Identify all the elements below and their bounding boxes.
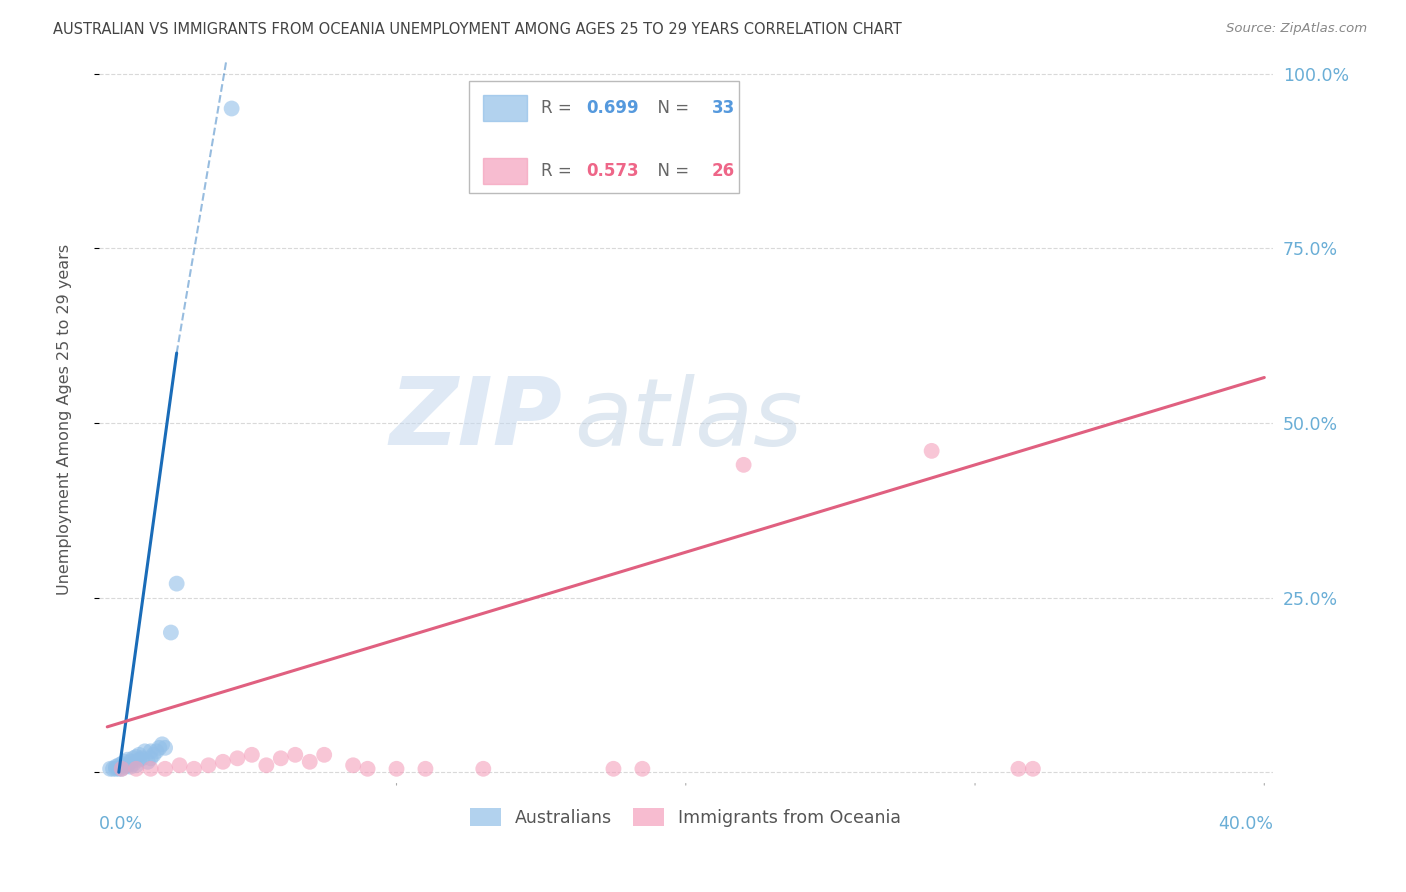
Point: [108, 758, 131, 772]
Point: [415, 762, 437, 776]
Point: [226, 751, 249, 765]
Point: [356, 762, 378, 776]
Point: [125, 762, 148, 776]
Point: [314, 747, 336, 762]
Point: [733, 458, 755, 472]
Point: [120, 760, 142, 774]
Point: [128, 753, 150, 767]
Point: [270, 751, 292, 765]
FancyBboxPatch shape: [482, 158, 527, 184]
Point: [153, 762, 176, 776]
Point: [122, 751, 145, 765]
Point: [183, 762, 205, 776]
Point: [602, 762, 624, 776]
Point: [128, 747, 150, 762]
Point: [472, 762, 495, 776]
Point: [212, 755, 235, 769]
Point: [342, 758, 364, 772]
Point: [221, 102, 243, 116]
Point: [131, 751, 153, 765]
Text: AUSTRALIAN VS IMMIGRANTS FROM OCEANIA UNEMPLOYMENT AMONG AGES 25 TO 29 YEARS COR: AUSTRALIAN VS IMMIGRANTS FROM OCEANIA UN…: [53, 22, 903, 37]
Point: [284, 747, 307, 762]
Text: 0.699: 0.699: [586, 99, 638, 117]
Text: N =: N =: [647, 99, 695, 117]
Point: [150, 737, 173, 751]
Point: [111, 756, 134, 771]
Point: [145, 744, 167, 758]
Point: [385, 762, 408, 776]
Point: [117, 753, 139, 767]
Point: [1022, 762, 1045, 776]
Point: [136, 755, 159, 769]
Point: [111, 762, 134, 776]
Legend: Australians, Immigrants from Oceania: Australians, Immigrants from Oceania: [461, 799, 910, 835]
Point: [148, 740, 170, 755]
Point: [169, 758, 191, 772]
Point: [160, 625, 183, 640]
Point: [298, 755, 321, 769]
Point: [114, 755, 136, 769]
Point: [125, 758, 148, 772]
Point: [104, 762, 127, 776]
Point: [104, 760, 127, 774]
FancyBboxPatch shape: [468, 81, 738, 193]
Text: 0.573: 0.573: [586, 162, 638, 180]
Point: [117, 758, 139, 772]
Point: [101, 762, 124, 776]
Point: [197, 758, 219, 772]
Text: ZIP: ZIP: [389, 374, 562, 466]
Point: [139, 762, 162, 776]
Text: 0.0%: 0.0%: [98, 815, 142, 833]
Point: [1007, 762, 1029, 776]
Point: [98, 762, 121, 776]
Point: [114, 760, 136, 774]
Point: [120, 755, 142, 769]
Text: 33: 33: [711, 99, 735, 117]
Point: [125, 750, 148, 764]
Point: [153, 740, 176, 755]
Text: N =: N =: [647, 162, 695, 180]
Text: atlas: atlas: [574, 374, 803, 465]
Point: [631, 762, 654, 776]
Y-axis label: Unemployment Among Ages 25 to 29 years: Unemployment Among Ages 25 to 29 years: [58, 244, 72, 595]
Point: [108, 762, 131, 776]
Point: [254, 758, 277, 772]
Text: 40.0%: 40.0%: [1218, 815, 1272, 833]
Text: Source: ZipAtlas.com: Source: ZipAtlas.com: [1226, 22, 1367, 36]
Text: R =: R =: [541, 99, 578, 117]
Point: [166, 576, 188, 591]
Text: 26: 26: [711, 162, 735, 180]
Point: [111, 762, 134, 776]
Text: R =: R =: [541, 162, 578, 180]
Point: [142, 747, 165, 762]
Point: [134, 744, 156, 758]
Point: [139, 744, 162, 758]
Point: [122, 756, 145, 771]
Point: [921, 443, 943, 458]
FancyBboxPatch shape: [482, 95, 527, 121]
Point: [139, 751, 162, 765]
Point: [240, 747, 263, 762]
